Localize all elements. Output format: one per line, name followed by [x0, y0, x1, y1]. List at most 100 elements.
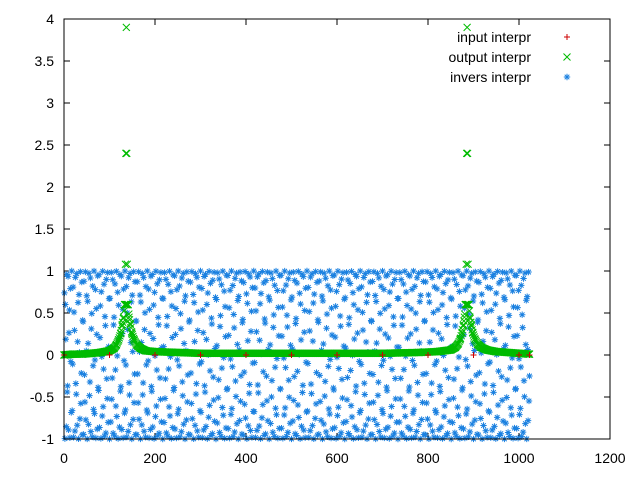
data-point-star [409, 410, 417, 417]
data-point-cross [115, 334, 124, 342]
data-point-star [450, 375, 458, 383]
data-point-star [103, 375, 110, 382]
data-point-star [150, 301, 157, 309]
data-point-star [203, 336, 210, 343]
data-point-star [342, 344, 349, 352]
data-point-star [400, 280, 407, 288]
data-point-star [400, 366, 408, 373]
x-tick-label: 200 [143, 450, 167, 466]
data-point-star [96, 424, 103, 431]
data-point-star [133, 431, 140, 438]
data-point-star [408, 434, 415, 442]
data-point-star [358, 434, 366, 441]
data-point-star [164, 432, 171, 440]
data-point-star [449, 419, 456, 426]
data-point-star [356, 358, 363, 365]
data-point-star [442, 367, 449, 374]
data-point-star [383, 387, 391, 394]
data-point-star [414, 392, 422, 399]
data-point-star [506, 433, 513, 440]
data-point-star [370, 268, 378, 276]
x-tick-label: 1200 [594, 450, 625, 466]
data-point-star [272, 405, 279, 412]
data-point-star [368, 318, 375, 325]
data-point-cross [458, 328, 466, 337]
data-point-cross [69, 350, 77, 359]
data-point-star [344, 276, 352, 284]
data-point-star [499, 268, 506, 276]
data-point-star [167, 288, 175, 295]
data-point-star [221, 303, 229, 310]
data-point-star [355, 434, 362, 441]
data-point-cross [123, 260, 132, 269]
data-point-star [320, 420, 328, 428]
data-point-star [180, 340, 188, 347]
data-point-star [454, 403, 461, 411]
data-point-star [283, 312, 291, 319]
data-point-star [338, 376, 346, 383]
data-point-star [178, 274, 186, 282]
data-point-star [403, 302, 411, 309]
data-point-star [434, 306, 442, 313]
data-point-star [333, 288, 340, 295]
data-point-star [227, 355, 234, 363]
data-point-cross [122, 23, 131, 32]
data-point-star [87, 274, 94, 282]
data-point-star [204, 289, 211, 297]
data-point-star [140, 274, 147, 281]
data-point-star [210, 396, 217, 404]
data-point-star [205, 414, 212, 421]
data-point-star [459, 272, 467, 279]
data-point-star [194, 327, 201, 334]
data-point-star [222, 424, 230, 432]
data-point-cross [128, 330, 137, 339]
data-point-star [65, 329, 73, 336]
data-point-star [361, 380, 368, 387]
data-point-star [185, 431, 192, 438]
data-point-star [166, 268, 173, 275]
data-point-star [328, 331, 336, 339]
data-point-star [362, 338, 370, 346]
data-point-star [187, 369, 195, 377]
data-point-star [182, 292, 189, 300]
data-point-star [225, 304, 233, 312]
data-point-star [156, 374, 164, 382]
data-point-star [156, 276, 163, 284]
data-point-star [124, 326, 131, 333]
data-point-star [358, 283, 365, 291]
data-point-star [419, 399, 426, 406]
data-point-star [95, 271, 103, 278]
data-point-star [493, 414, 501, 421]
data-point-star [442, 280, 449, 287]
data-point-star [79, 318, 87, 325]
data-point-star [213, 342, 221, 349]
data-point-star [318, 292, 326, 300]
data-point-star [418, 416, 425, 423]
data-point-star [198, 358, 205, 365]
data-point-star [206, 402, 213, 409]
data-point-star [191, 338, 198, 345]
data-point-star [490, 271, 498, 278]
data-point-star [237, 372, 245, 379]
data-point-cross [120, 300, 129, 309]
data-point-star [113, 268, 120, 275]
data-point-star [231, 428, 238, 436]
y-axis-ticks: -1 -0.5 0 0.5 1 1.5 2 2.5 3 3.5 4 [30, 11, 610, 447]
data-point-plus [425, 352, 431, 358]
data-point-star [455, 353, 463, 361]
data-point-star [90, 406, 97, 413]
data-point-star [158, 418, 165, 426]
data-point-star [197, 409, 205, 416]
data-point-star [354, 329, 361, 337]
data-point-star [370, 399, 377, 406]
data-point-star [347, 402, 355, 409]
data-point-star [193, 274, 201, 281]
data-point-star [78, 278, 85, 286]
data-point-star [463, 405, 471, 413]
legend-label: invers interpr [450, 69, 531, 85]
data-point-star [277, 272, 285, 279]
data-point-star [81, 371, 88, 378]
data-point-star [278, 333, 286, 340]
data-point-star [68, 407, 76, 414]
data-point-star [241, 268, 249, 275]
